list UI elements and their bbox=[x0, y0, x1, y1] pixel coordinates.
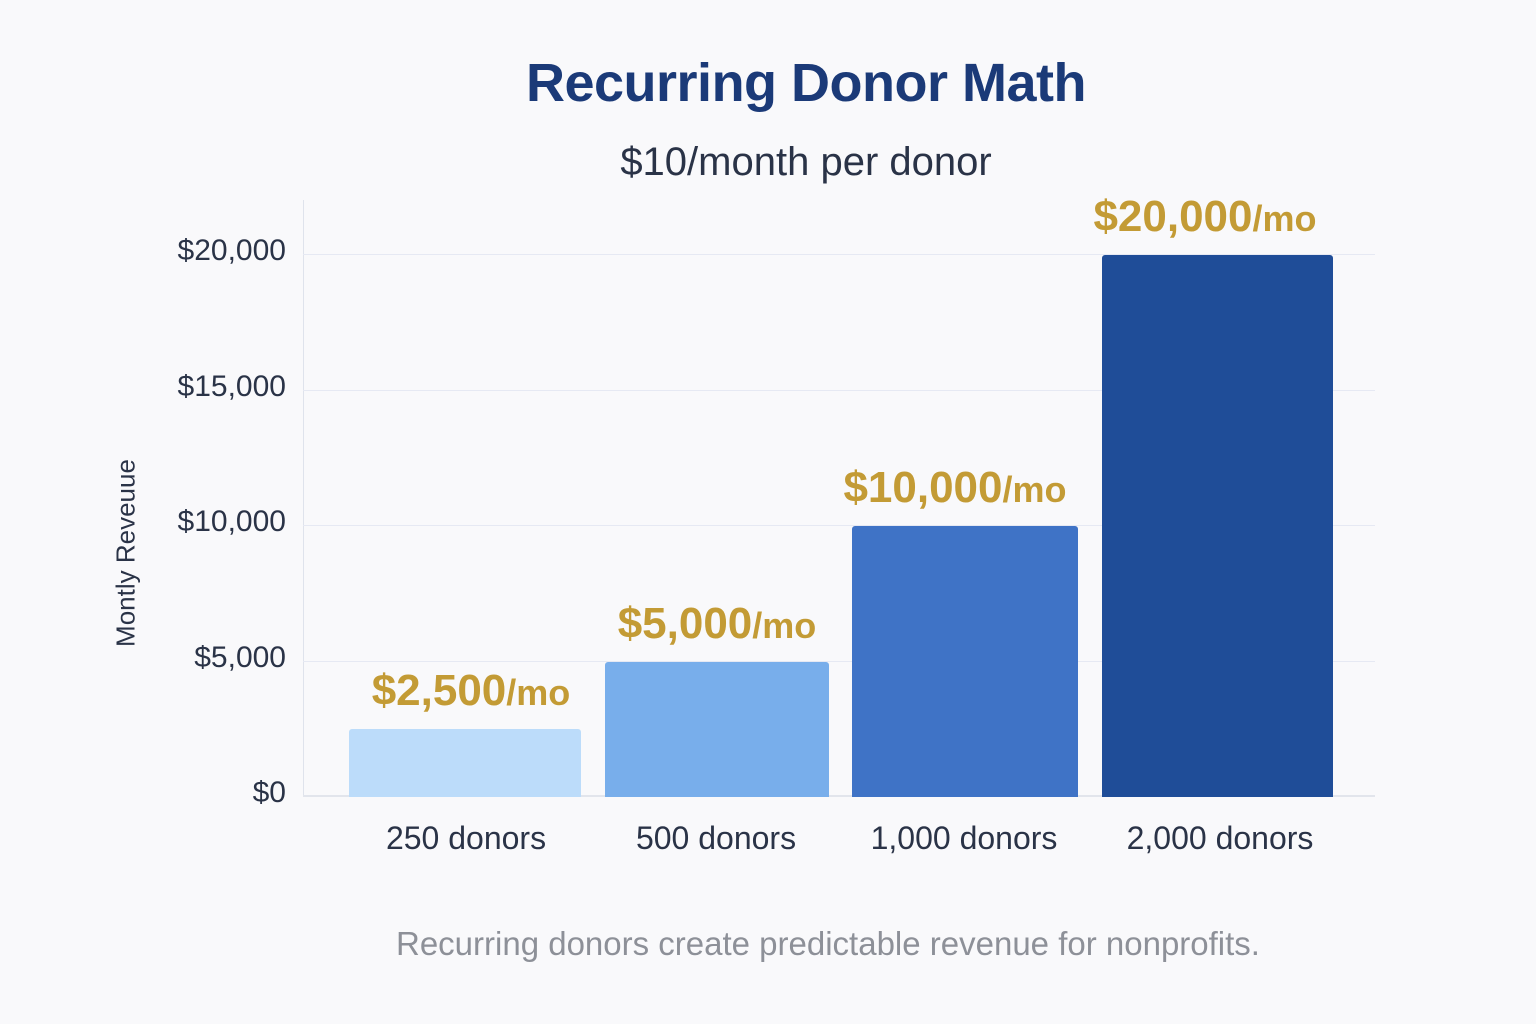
bar-value-label: $10,000/mo bbox=[843, 463, 1067, 512]
y-tick-label: $0 bbox=[252, 776, 286, 809]
x-tick-label: 500 donors bbox=[635, 820, 797, 856]
y-tick-label: $10,000 bbox=[177, 505, 286, 538]
x-axis-line bbox=[303, 795, 1375, 797]
bar bbox=[605, 661, 829, 797]
x-tick-label: 250 donors bbox=[385, 820, 547, 856]
y-axis-label: Montly Reveuue bbox=[110, 459, 141, 647]
y-axis-line bbox=[303, 200, 304, 797]
x-tick-label: 2,000 donors bbox=[1126, 820, 1314, 856]
y-tick-label: $20,000 bbox=[177, 234, 286, 267]
gridline bbox=[303, 254, 1375, 255]
y-tick-label: $5,000 bbox=[194, 640, 286, 674]
bar-value-label: $5,000/mo bbox=[617, 598, 817, 648]
chart-subtitle: $10/month per donor bbox=[620, 140, 992, 184]
bar bbox=[349, 729, 581, 797]
bar-value-label: $20,000/mo bbox=[1093, 192, 1317, 241]
gridline bbox=[303, 389, 1375, 391]
x-tick-label: 1,000 donors bbox=[870, 820, 1058, 856]
chart-title: Recurring Donor Math bbox=[525, 53, 1087, 113]
chart-caption: Recurring donors create predictable reve… bbox=[396, 925, 1260, 962]
gridline bbox=[303, 660, 1375, 662]
bar-value-label: $2,500/mo bbox=[371, 666, 571, 716]
bar bbox=[1102, 255, 1333, 797]
gridline bbox=[303, 525, 1375, 526]
y-tick-label: $15,000 bbox=[177, 369, 286, 403]
bar bbox=[852, 526, 1078, 797]
plot-area bbox=[303, 200, 1375, 797]
